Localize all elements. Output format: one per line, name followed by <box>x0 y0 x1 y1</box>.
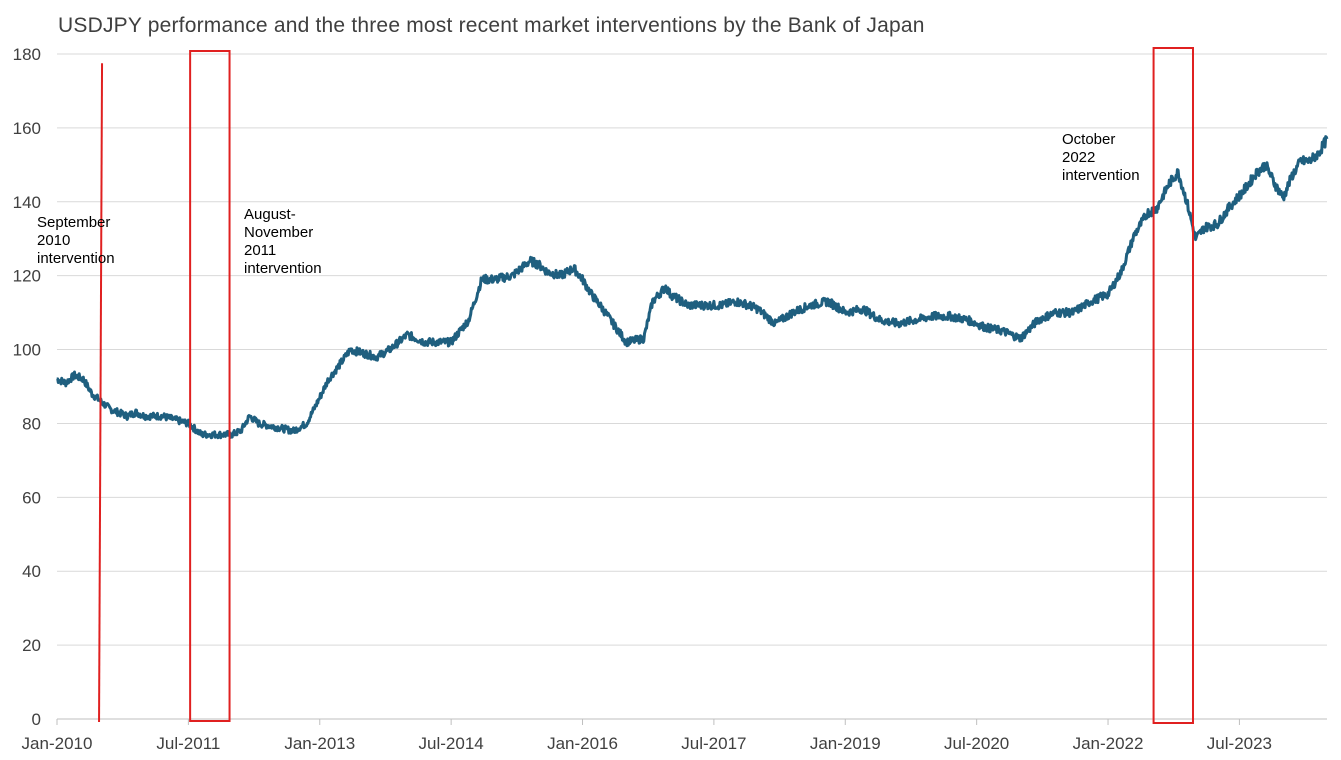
intervention-label-line: August- <box>244 206 296 223</box>
intervention-2022-label: October 2022 intervention <box>1062 131 1140 184</box>
x-tick-label: Jan-2013 <box>284 734 355 753</box>
intervention-2011-label: August-November 2011 intervention <box>244 206 322 277</box>
intervention-label-line: October <box>1062 131 1115 148</box>
y-tick-label: 180 <box>13 45 41 64</box>
chart-title: USDJPY performance and the three most re… <box>58 14 925 37</box>
y-tick-label: 160 <box>13 119 41 138</box>
x-tick-label: Jul-2020 <box>944 734 1009 753</box>
y-tick-label: 80 <box>22 414 41 433</box>
intervention-label-line: intervention <box>37 250 115 267</box>
intervention-label-line: 2011 <box>244 242 276 259</box>
intervention-label-line: 2010 <box>37 232 70 249</box>
y-tick-label: 100 <box>13 341 41 360</box>
x-tick-label: Jan-2022 <box>1073 734 1144 753</box>
intervention-label-line: intervention <box>244 260 322 277</box>
x-tick-label: Jul-2011 <box>156 734 220 753</box>
y-tick-label: 0 <box>32 710 41 729</box>
x-tick-label: Jul-2017 <box>681 734 746 753</box>
intervention-2010-label: September 2010 intervention <box>37 214 115 267</box>
x-tick-label: Jan-2019 <box>810 734 881 753</box>
x-tick-label: Jul-2023 <box>1207 734 1272 753</box>
y-tick-label: 20 <box>22 636 41 655</box>
gridlines <box>57 53 1327 646</box>
intervention-label-line: November <box>244 224 313 241</box>
intervention-2022-box <box>1152 47 1194 724</box>
y-tick-label: 40 <box>22 562 41 581</box>
usdjpy-series-line <box>56 135 1329 440</box>
intervention-label-line: 2022 <box>1062 149 1095 166</box>
tick-labels: 0 20 40 60 80 100 120 140 160 180 Jan-2010 Jul-2011… <box>13 45 1272 753</box>
y-tick-label: 60 <box>22 488 41 507</box>
x-tick-label: Jan-2016 <box>547 734 618 753</box>
intervention-markers: September 2010 interventionAugust-November… <box>37 47 1194 724</box>
axes <box>56 718 1327 725</box>
x-tick-label: Jul-2014 <box>419 734 484 753</box>
intervention-2011-box <box>189 50 231 722</box>
series-layer <box>56 135 1329 440</box>
x-tick-label: Jan-2010 <box>22 734 93 753</box>
intervention-2010-marker-line <box>98 63 104 723</box>
intervention-label-line: intervention <box>1062 167 1140 184</box>
intervention-label-line: September <box>37 214 110 231</box>
y-tick-label: 140 <box>13 193 41 212</box>
y-tick-label: 120 <box>13 267 41 286</box>
